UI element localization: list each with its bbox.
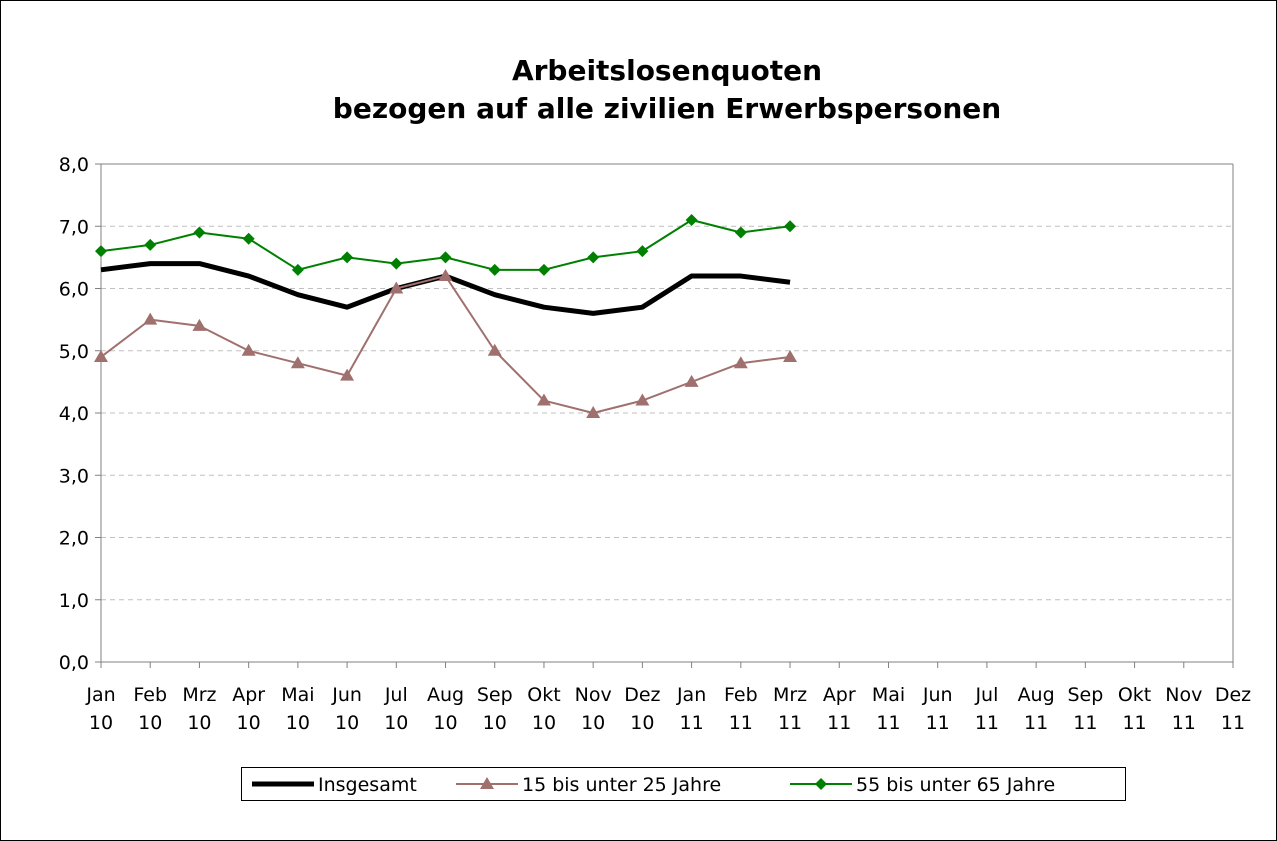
y-tick-label: 1,0 (59, 590, 89, 612)
marker (487, 343, 502, 356)
marker (94, 349, 108, 362)
y-tick-label: 6,0 (59, 279, 89, 301)
y-tick-label: 3,0 (59, 465, 89, 487)
x-tick-label: Jan 10 (85, 684, 115, 734)
x-tick-label: Sep 10 (477, 684, 513, 734)
x-tick-label: Dez 11 (1215, 684, 1251, 734)
y-tick-label: 5,0 (59, 341, 89, 363)
x-tick-label: Jan 11 (676, 684, 706, 734)
x-tick-label: Mrz 10 (182, 684, 216, 734)
marker (635, 393, 650, 406)
marker (586, 406, 601, 418)
marker (536, 393, 551, 406)
x-tick-label: Jul 11 (974, 684, 999, 734)
marker (341, 251, 354, 264)
x-tick-label: Mai 10 (281, 684, 314, 734)
legend-label: Insgesamt (318, 774, 417, 796)
legend-label: 55 bis unter 65 Jahre (856, 774, 1055, 796)
legend-label: 15 bis unter 25 Jahre (522, 774, 721, 796)
x-tick-label: Nov 11 (1165, 684, 1202, 734)
x-tick-label: Okt 11 (1118, 684, 1151, 734)
x-tick-label: Okt 10 (527, 684, 560, 734)
marker (488, 263, 501, 276)
y-tick-label: 2,0 (59, 528, 89, 550)
x-tick-label: Jul 10 (384, 684, 409, 734)
marker (815, 778, 827, 790)
marker (95, 245, 107, 258)
marker (242, 232, 255, 245)
marker (193, 226, 206, 239)
chart-title: Arbeitslosenquoten (512, 54, 822, 87)
marker (734, 226, 747, 239)
marker (291, 263, 304, 276)
marker (480, 777, 494, 789)
marker (389, 281, 404, 294)
marker (438, 269, 453, 282)
x-tick-label: Apr 10 (232, 684, 265, 734)
marker (537, 263, 550, 276)
x-tick-label: Aug 11 (1018, 684, 1055, 734)
y-tick-label: 0,0 (59, 652, 89, 674)
y-tick-label: 7,0 (59, 216, 89, 238)
marker (733, 356, 748, 369)
marker (636, 245, 649, 258)
marker (783, 349, 798, 362)
x-tick-label: Mrz 11 (773, 684, 807, 734)
marker (143, 312, 158, 325)
x-tick-label: Apr 11 (823, 684, 856, 734)
marker (587, 251, 600, 264)
x-tick-label: Feb 10 (133, 684, 167, 734)
x-tick-label: Jun 10 (331, 684, 362, 734)
x-tick-label: Dez 10 (624, 684, 660, 734)
x-tick-label: Jun 11 (922, 684, 953, 734)
marker (290, 356, 305, 369)
x-tick-label: Aug 10 (427, 684, 464, 734)
marker (439, 251, 452, 264)
y-tick-label: 8,0 (59, 154, 89, 176)
chart-subtitle: bezogen auf alle zivilien Erwerbspersone… (333, 92, 1001, 125)
x-tick-label: Feb 11 (724, 684, 758, 734)
marker (144, 238, 157, 251)
marker (784, 220, 797, 233)
marker (390, 257, 403, 270)
legend-box (241, 767, 1126, 801)
x-tick-label: Sep 11 (1067, 684, 1103, 734)
marker (685, 214, 698, 227)
marker (241, 343, 256, 356)
marker (684, 374, 699, 387)
x-tick-label: Mai 11 (872, 684, 905, 734)
marker (192, 318, 207, 331)
x-tick-label: Nov 10 (575, 684, 612, 734)
marker (340, 368, 355, 381)
y-tick-label: 4,0 (59, 403, 89, 425)
